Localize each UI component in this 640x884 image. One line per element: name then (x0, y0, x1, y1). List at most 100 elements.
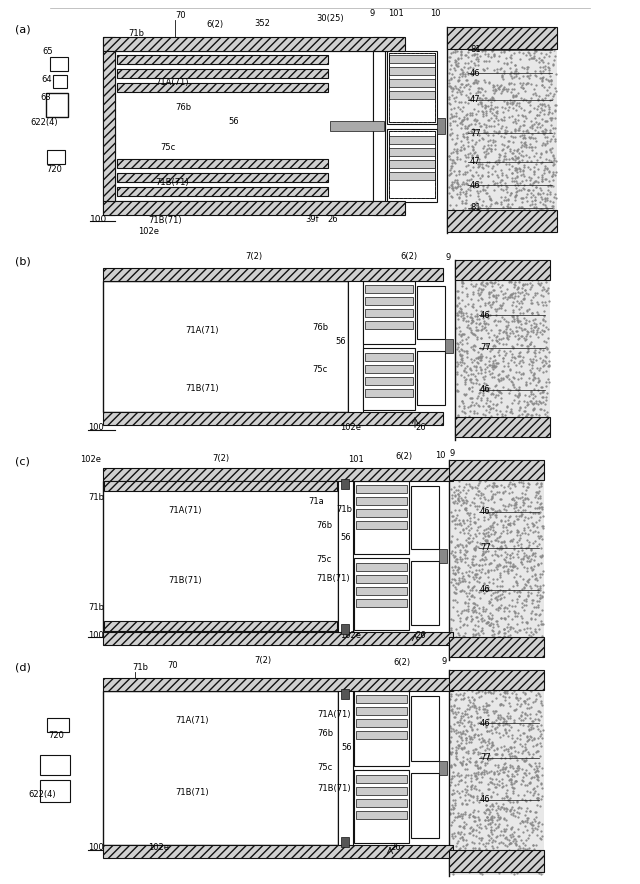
Text: 9: 9 (450, 448, 455, 458)
Text: 352: 352 (254, 19, 270, 28)
Bar (50, 57, 68, 71)
Text: 71B(71): 71B(71) (175, 788, 209, 796)
Bar (449, 460, 544, 657)
Bar (103, 678, 453, 691)
Bar (449, 670, 544, 875)
Text: 10: 10 (430, 10, 440, 19)
Text: 6(2): 6(2) (400, 253, 417, 262)
Bar (356, 731, 407, 739)
Bar (365, 377, 413, 385)
Text: 622(4): 622(4) (28, 790, 56, 799)
Text: 9: 9 (370, 10, 375, 19)
Text: 102e: 102e (148, 843, 169, 852)
Text: 56: 56 (228, 118, 239, 126)
Text: 7(2): 7(2) (212, 453, 229, 462)
Bar (40, 755, 70, 775)
Text: 6(2): 6(2) (206, 19, 223, 28)
Bar (417, 286, 445, 339)
Bar (117, 187, 328, 196)
Bar (389, 148, 435, 156)
Text: 71A(71): 71A(71) (175, 715, 209, 725)
Bar (356, 509, 407, 517)
Bar (356, 799, 407, 807)
Bar (455, 417, 550, 437)
Text: (b): (b) (15, 257, 31, 267)
Text: 71b: 71b (88, 493, 104, 502)
Bar (341, 624, 349, 634)
Bar (103, 481, 338, 632)
Text: 76b: 76b (316, 521, 332, 530)
Bar (104, 621, 337, 631)
Text: 70: 70 (175, 11, 186, 20)
Text: 6(2): 6(2) (393, 659, 410, 667)
Bar (387, 51, 437, 124)
Text: 71B(71): 71B(71) (316, 574, 349, 583)
Bar (447, 27, 557, 230)
Text: 71b: 71b (336, 506, 352, 514)
Bar (363, 348, 415, 410)
Bar (354, 481, 409, 554)
Bar (103, 37, 405, 51)
Bar (356, 787, 407, 795)
Text: 71A(71): 71A(71) (155, 78, 189, 87)
Bar (117, 83, 328, 92)
Bar (338, 468, 353, 645)
Text: 30(25): 30(25) (316, 13, 344, 22)
Text: 71B(71): 71B(71) (317, 783, 351, 792)
Text: (d): (d) (15, 663, 31, 673)
Bar (354, 770, 409, 843)
Bar (103, 37, 115, 215)
Bar (356, 599, 407, 607)
Bar (365, 297, 413, 305)
Bar (411, 561, 439, 625)
Text: 39f: 39f (305, 216, 319, 225)
Bar (338, 678, 353, 858)
Text: 102e: 102e (80, 455, 101, 464)
Bar (356, 775, 407, 783)
Bar (104, 481, 337, 491)
Text: 76b: 76b (312, 324, 328, 332)
Bar (389, 131, 435, 198)
Text: 77: 77 (470, 128, 481, 138)
Bar (103, 412, 443, 425)
Bar (389, 79, 435, 87)
Text: 76b: 76b (175, 103, 191, 112)
Bar (373, 51, 385, 201)
Bar (330, 121, 384, 131)
Text: 71B(71): 71B(71) (155, 179, 189, 187)
Bar (439, 761, 447, 775)
Bar (389, 136, 435, 144)
Bar (47, 718, 69, 732)
Bar (365, 309, 413, 317)
Bar (103, 632, 453, 645)
Bar (455, 260, 550, 437)
Text: 102e: 102e (138, 227, 159, 237)
Bar (417, 351, 445, 405)
Text: 46: 46 (470, 68, 481, 78)
Text: 70: 70 (167, 661, 178, 670)
Text: 101: 101 (388, 10, 404, 19)
Text: 75c: 75c (317, 764, 332, 773)
Bar (348, 268, 363, 425)
Bar (389, 53, 435, 122)
Bar (437, 118, 445, 134)
Text: 100: 100 (88, 630, 104, 639)
Text: 102e: 102e (340, 630, 361, 639)
Bar (449, 637, 544, 657)
Text: 26: 26 (415, 630, 426, 639)
Text: 81: 81 (470, 45, 481, 55)
Bar (389, 131, 435, 198)
Bar (389, 172, 435, 180)
Text: 46: 46 (480, 385, 491, 394)
Text: 46: 46 (480, 796, 491, 804)
Text: 71a: 71a (308, 498, 324, 507)
Bar (387, 129, 437, 202)
Bar (117, 159, 328, 168)
Bar (389, 53, 435, 122)
Text: 26: 26 (415, 423, 426, 432)
Text: 71A(71): 71A(71) (317, 711, 351, 720)
Text: 77: 77 (480, 344, 491, 353)
Text: 46: 46 (470, 180, 481, 189)
Text: 56: 56 (340, 534, 351, 543)
Text: 46: 46 (480, 585, 491, 595)
